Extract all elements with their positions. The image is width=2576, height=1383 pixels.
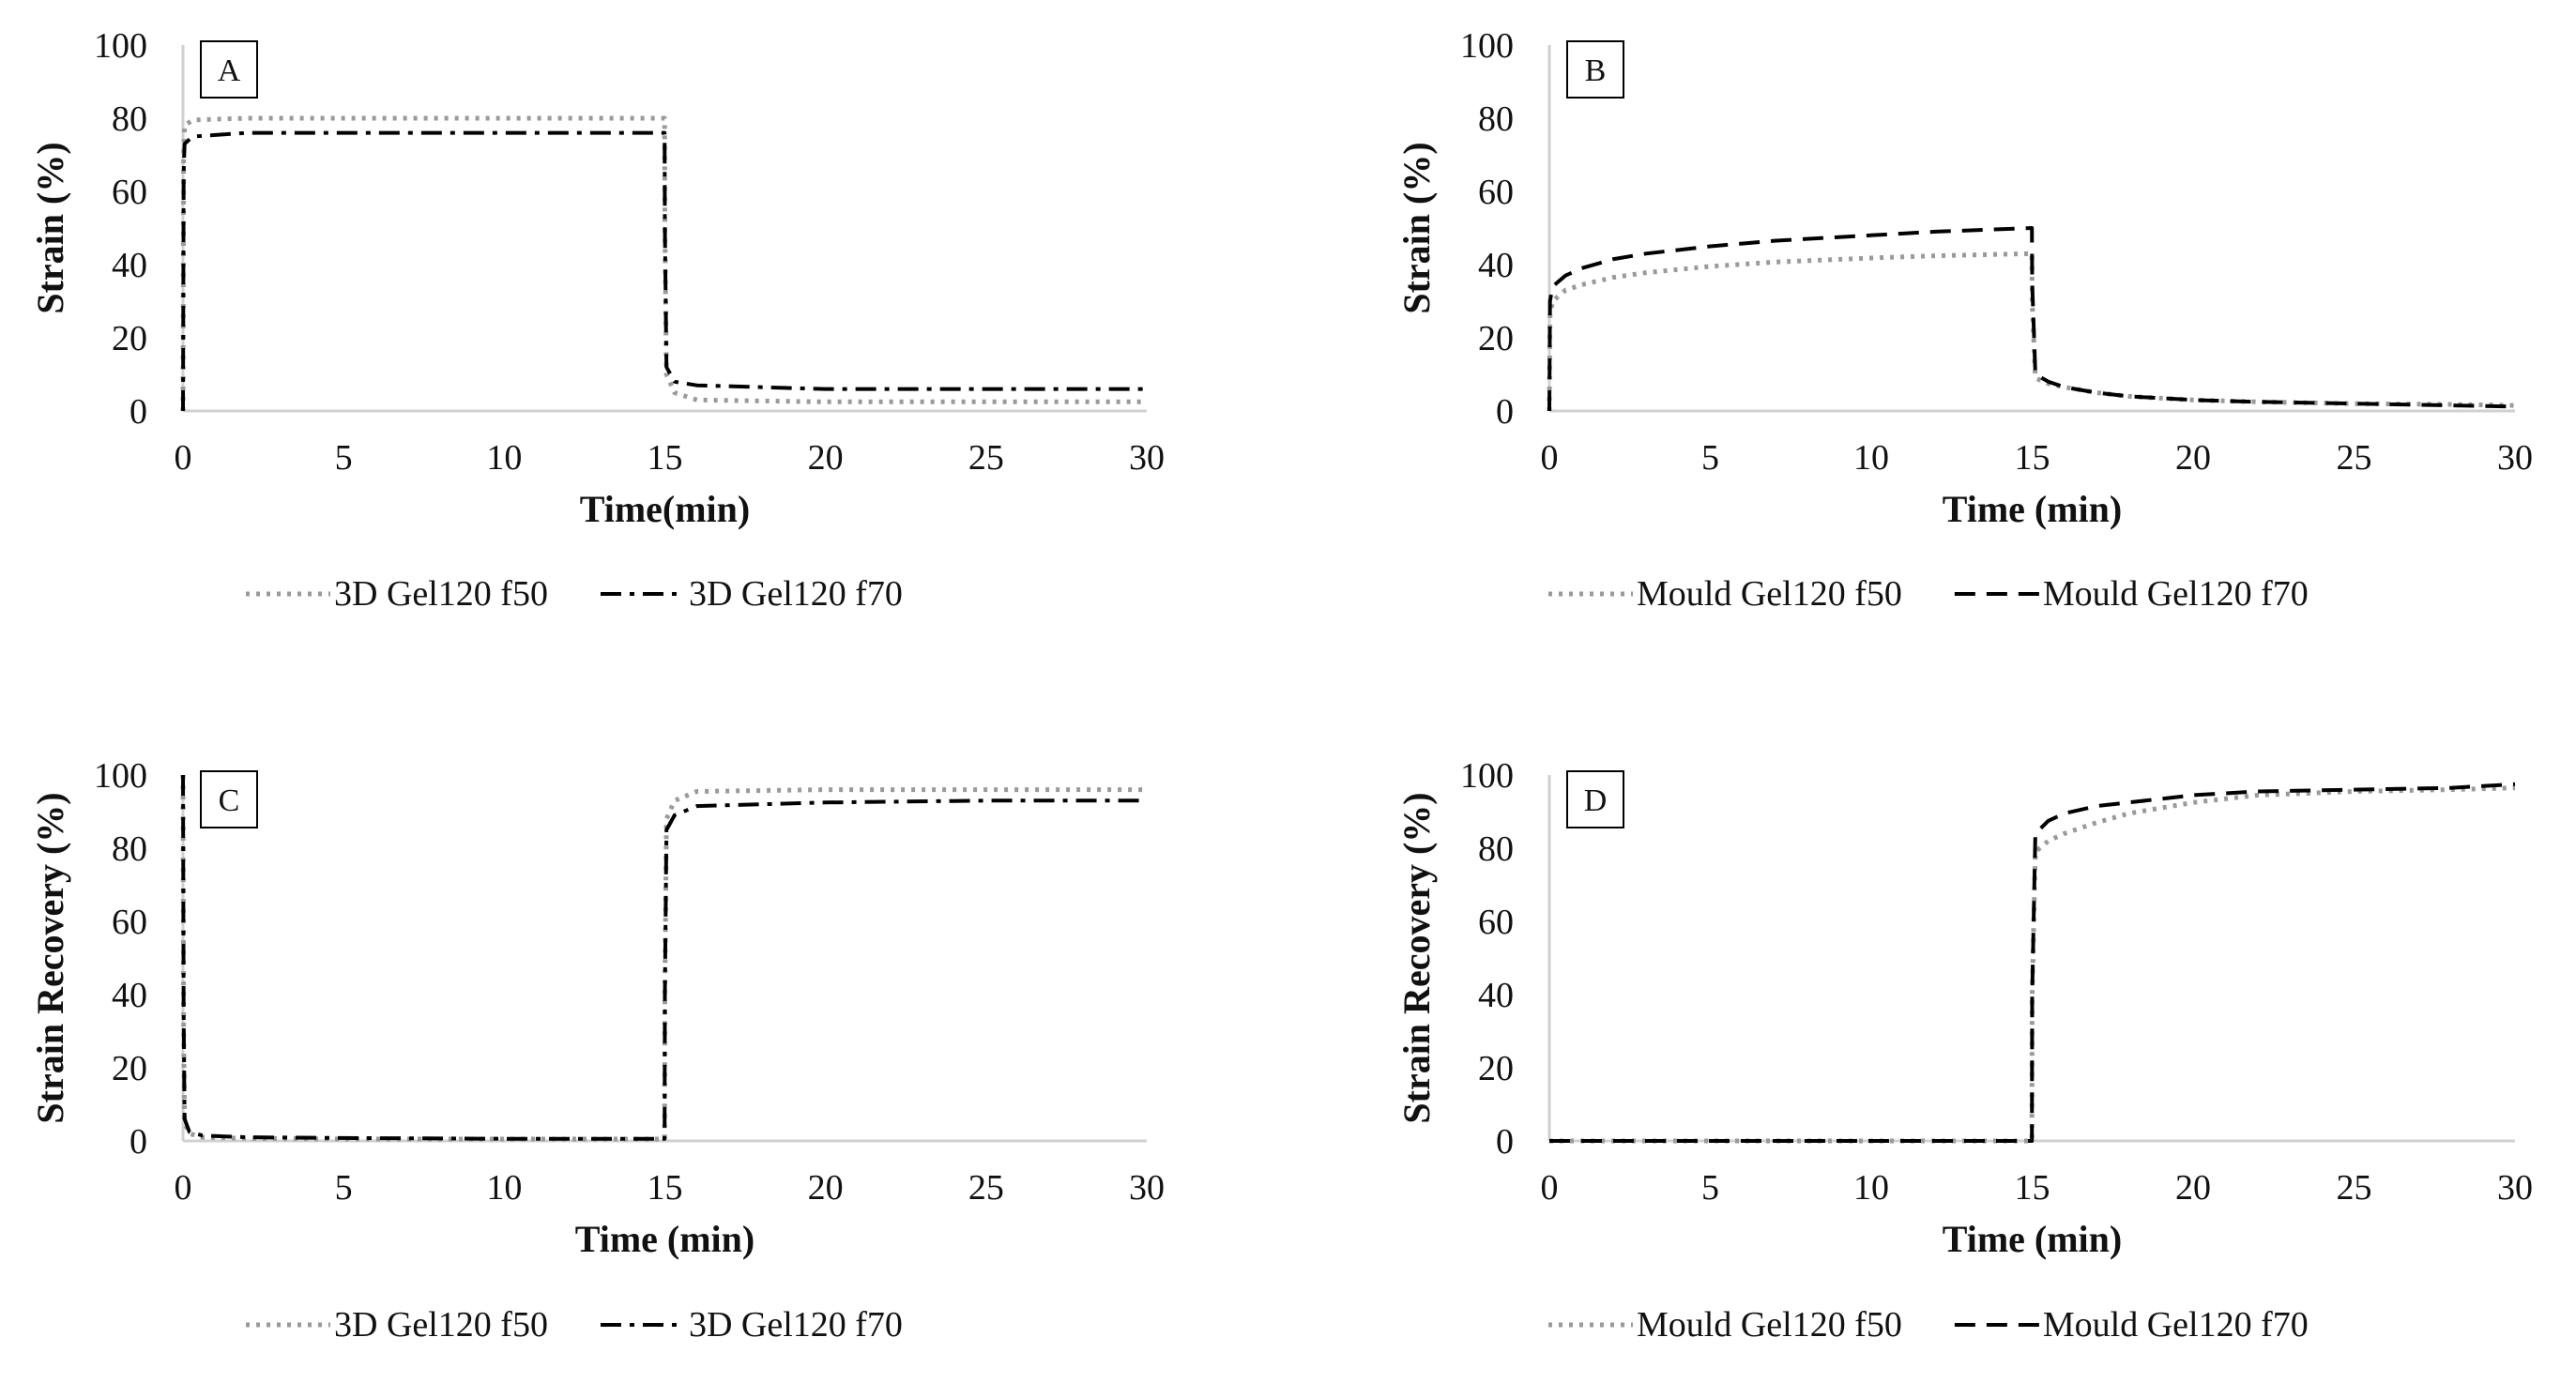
x-tick-label: 0 — [1541, 438, 1559, 478]
x-tick-label: 5 — [335, 438, 353, 478]
series-line-1 — [180, 115, 1147, 412]
x-tick-label: 30 — [2497, 438, 2533, 478]
y-tick-label: 100 — [1460, 26, 1514, 66]
chart-panel-c: 0 20 40 60 80 100 0 5 10 15 20 25 30 Time (min) Strain… — [29, 756, 1165, 1345]
legend-label-2: Mould Gel120 f70 — [2043, 574, 2309, 614]
x-tick-label: 30 — [1129, 438, 1165, 478]
chart-panel-b: 0 20 40 60 80 100 0 5 10 15 20 25 30 Time (min) Strain… — [1395, 26, 2533, 614]
series-line-2 — [1549, 782, 2516, 1143]
panel-label: D — [1584, 783, 1608, 818]
x-tick-label: 15 — [648, 438, 683, 478]
panel-label-box — [200, 40, 258, 99]
y-tick-label: 40 — [1478, 246, 1514, 285]
x-tick-label: 15 — [2015, 438, 2050, 478]
x-tick-label: 20 — [2175, 1168, 2211, 1208]
legend-label-1: 3D Gel120 f50 — [334, 574, 548, 614]
y-tick-label: 0 — [130, 1122, 147, 1162]
x-tick-label: 20 — [808, 438, 844, 478]
x-tick-label: 10 — [486, 438, 522, 478]
chart-panel-a: 0 20 40 60 80 100 0 5 10 15 20 25 30 Time(min) Strain … — [29, 26, 1165, 614]
x-tick-label: 5 — [335, 1168, 353, 1208]
x-tick-label: 25 — [968, 1168, 1004, 1208]
legend-label-1: Mould Gel120 f50 — [1637, 1305, 1902, 1345]
x-tick-label: 20 — [2175, 438, 2211, 478]
series-line-1 — [1549, 785, 2516, 1144]
x-axis-title: Time(min) — [580, 488, 750, 530]
y-tick-label: 80 — [1478, 99, 1514, 139]
x-tick-label: 5 — [1701, 1168, 1719, 1208]
series-line-2 — [181, 774, 1147, 1141]
series-line-2 — [181, 130, 1147, 412]
y-tick-label: 60 — [1478, 173, 1514, 212]
y-tick-label: 60 — [1478, 903, 1514, 942]
x-tick-label: 15 — [648, 1168, 683, 1208]
legend-label-2: 3D Gel120 f70 — [689, 574, 903, 614]
y-tick-label: 40 — [1478, 976, 1514, 1015]
legend-label-1: Mould Gel120 f50 — [1637, 574, 1902, 614]
panel-label-box — [1566, 770, 1624, 828]
y-tick-label: 100 — [94, 26, 147, 66]
y-axis-title: Strain Recovery (%) — [1395, 792, 1438, 1123]
y-tick-label: 0 — [1496, 1122, 1514, 1162]
x-tick-label: 0 — [175, 438, 192, 478]
x-axis-title: Time (min) — [1943, 488, 2122, 530]
x-tick-label: 0 — [1541, 1168, 1559, 1208]
y-tick-label: 0 — [1496, 392, 1514, 432]
y-tick-label: 100 — [94, 756, 147, 796]
y-tick-label: 80 — [112, 99, 147, 139]
panel-label-box — [1566, 40, 1624, 99]
x-tick-label: 10 — [486, 1168, 522, 1208]
x-tick-label: 10 — [1853, 438, 1889, 478]
y-axis-title: Strain Recovery (%) — [29, 792, 71, 1123]
y-tick-label: 80 — [1478, 829, 1514, 869]
y-tick-label: 40 — [112, 246, 147, 285]
y-tick-label: 20 — [1478, 1049, 1514, 1088]
x-tick-label: 30 — [1129, 1168, 1165, 1208]
legend-label-2: 3D Gel120 f70 — [689, 1305, 903, 1345]
y-axis-title: Strain (%) — [29, 142, 71, 313]
y-tick-label: 60 — [112, 173, 147, 212]
x-tick-label: 30 — [2497, 1168, 2533, 1208]
y-tick-label: 0 — [130, 392, 147, 432]
legend-label-2: Mould Gel120 f70 — [2043, 1305, 2309, 1345]
y-tick-label: 20 — [112, 1049, 147, 1088]
x-tick-label: 10 — [1853, 1168, 1889, 1208]
panel-label: A — [218, 53, 241, 88]
x-tick-label: 0 — [175, 1168, 192, 1208]
x-tick-label: 5 — [1701, 438, 1719, 478]
x-tick-label: 20 — [808, 1168, 844, 1208]
panel-label-box — [200, 770, 258, 828]
y-tick-label: 80 — [112, 829, 147, 869]
x-tick-label: 25 — [968, 438, 1004, 478]
legend-label-1: 3D Gel120 f50 — [334, 1305, 548, 1345]
series-line-2 — [1547, 226, 2516, 412]
panel-label: B — [1585, 53, 1607, 88]
x-tick-label: 25 — [2337, 1168, 2372, 1208]
y-axis-title: Strain (%) — [1395, 142, 1438, 313]
x-axis-title: Time (min) — [1943, 1218, 2122, 1260]
y-tick-label: 20 — [112, 319, 147, 358]
x-tick-label: 25 — [2337, 438, 2372, 478]
panel-label: C — [219, 783, 240, 818]
x-tick-label: 15 — [2015, 1168, 2050, 1208]
y-tick-label: 20 — [1478, 319, 1514, 358]
y-tick-label: 60 — [112, 903, 147, 942]
y-tick-label: 40 — [112, 976, 147, 1015]
y-tick-label: 100 — [1460, 756, 1514, 796]
x-axis-title: Time (min) — [575, 1218, 755, 1260]
chart-panel-d: 0 20 40 60 80 100 0 5 10 15 20 25 30 Time (min) Strain… — [1395, 756, 2533, 1345]
